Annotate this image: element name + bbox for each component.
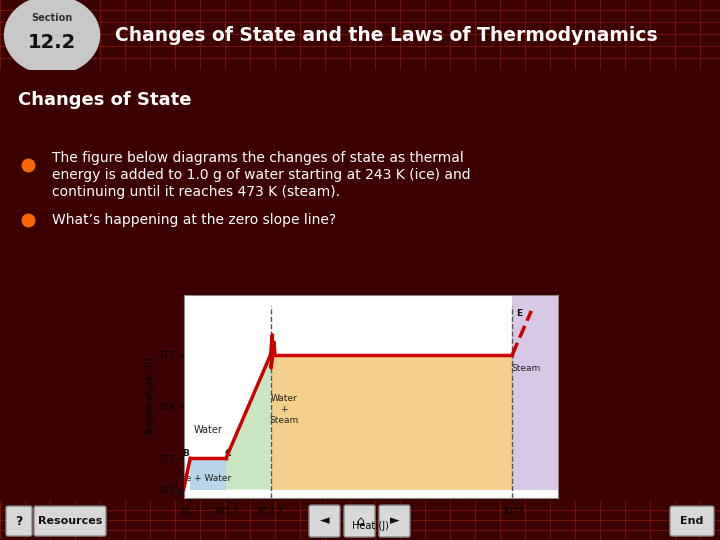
Text: C: C	[224, 449, 231, 458]
Text: Water: Water	[194, 426, 222, 435]
Text: E: E	[516, 309, 523, 318]
Polygon shape	[513, 295, 558, 490]
Text: energy is added to 1.0 g of water starting at 243 K (ice) and: energy is added to 1.0 g of water starti…	[52, 168, 471, 182]
FancyBboxPatch shape	[379, 505, 410, 537]
Text: B: B	[182, 449, 189, 458]
Polygon shape	[226, 355, 271, 490]
Polygon shape	[190, 458, 226, 490]
Text: D: D	[269, 342, 276, 352]
FancyBboxPatch shape	[344, 505, 375, 537]
Ellipse shape	[4, 0, 99, 74]
Text: A: A	[177, 488, 184, 497]
Text: Changes of State: Changes of State	[18, 91, 192, 109]
Y-axis label: Temperature (K): Temperature (K)	[145, 357, 155, 436]
Text: Section: Section	[32, 13, 73, 23]
FancyBboxPatch shape	[34, 506, 106, 536]
Text: Steam: Steam	[511, 363, 541, 373]
Text: Changes of State and the Laws of Thermodynamics: Changes of State and the Laws of Thermod…	[115, 25, 657, 45]
Text: ►: ►	[390, 515, 400, 528]
X-axis label: Heat (J): Heat (J)	[352, 522, 390, 531]
Text: What’s happening at the zero slope line?: What’s happening at the zero slope line?	[52, 213, 336, 227]
Text: The figure below diagrams the changes of state as thermal: The figure below diagrams the changes of…	[52, 151, 464, 165]
Text: Water
+
Steam: Water + Steam	[269, 394, 299, 425]
Text: Ice + Water: Ice + Water	[179, 474, 232, 483]
Text: End: End	[680, 516, 703, 526]
Text: ◄: ◄	[320, 515, 330, 528]
FancyBboxPatch shape	[670, 506, 714, 536]
Polygon shape	[271, 355, 513, 490]
Text: ?: ?	[15, 515, 23, 528]
Text: ⌂: ⌂	[356, 515, 364, 528]
FancyBboxPatch shape	[6, 506, 32, 536]
Text: 12.2: 12.2	[28, 32, 76, 52]
Text: Resources: Resources	[38, 516, 102, 526]
Text: continuing until it reaches 473 K (steam).: continuing until it reaches 473 K (steam…	[52, 185, 340, 199]
FancyBboxPatch shape	[309, 505, 340, 537]
